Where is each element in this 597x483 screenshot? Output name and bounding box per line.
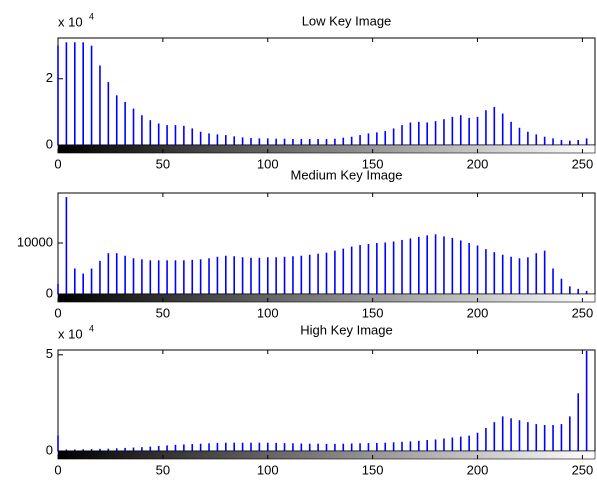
y-tick-label: 5 (46, 346, 53, 361)
y-scale-exponent: 4 (89, 323, 94, 333)
x-tick-label: 250 (572, 305, 594, 320)
gray-bar (57, 144, 596, 154)
chart-title: Medium Key Image (291, 167, 403, 182)
x-tick-label: 50 (156, 305, 170, 320)
x-tick-label: 150 (362, 156, 384, 171)
x-tick-label: 150 (362, 462, 384, 477)
y-tick-label: 0 (46, 136, 53, 151)
y-scale-exponent: 4 (89, 11, 94, 21)
x-tick-label: 50 (156, 156, 170, 171)
x-tick-label: 100 (257, 462, 279, 477)
y-tick-label: 0 (46, 442, 53, 457)
x-tick-label: 0 (54, 462, 61, 477)
x-tick-label: 0 (54, 305, 61, 320)
y-scale-label: x 10 (58, 326, 83, 341)
x-tick-label: 0 (54, 156, 61, 171)
y-tick-label: 0 (46, 285, 53, 300)
x-tick-label: 200 (467, 156, 489, 171)
gray-bar (57, 293, 596, 303)
x-tick-label: 250 (572, 462, 594, 477)
axes-box (57, 37, 596, 146)
x-tick-label: 100 (257, 156, 279, 171)
x-tick-label: 100 (257, 305, 279, 320)
x-tick-label: 50 (156, 462, 170, 477)
y-scale-label: x 10 (58, 14, 83, 29)
chart-title: High Key Image (300, 322, 393, 337)
x-tick-label: 150 (362, 305, 384, 320)
y-tick-label: 10000 (17, 234, 53, 249)
x-tick-label: 200 (467, 305, 489, 320)
chart-title: Low Key Image (302, 13, 392, 28)
axes-box (57, 349, 596, 452)
x-tick-label: 200 (467, 462, 489, 477)
x-tick-label: 250 (572, 156, 594, 171)
gray-bar (57, 450, 596, 460)
y-tick-label: 2 (46, 70, 53, 85)
